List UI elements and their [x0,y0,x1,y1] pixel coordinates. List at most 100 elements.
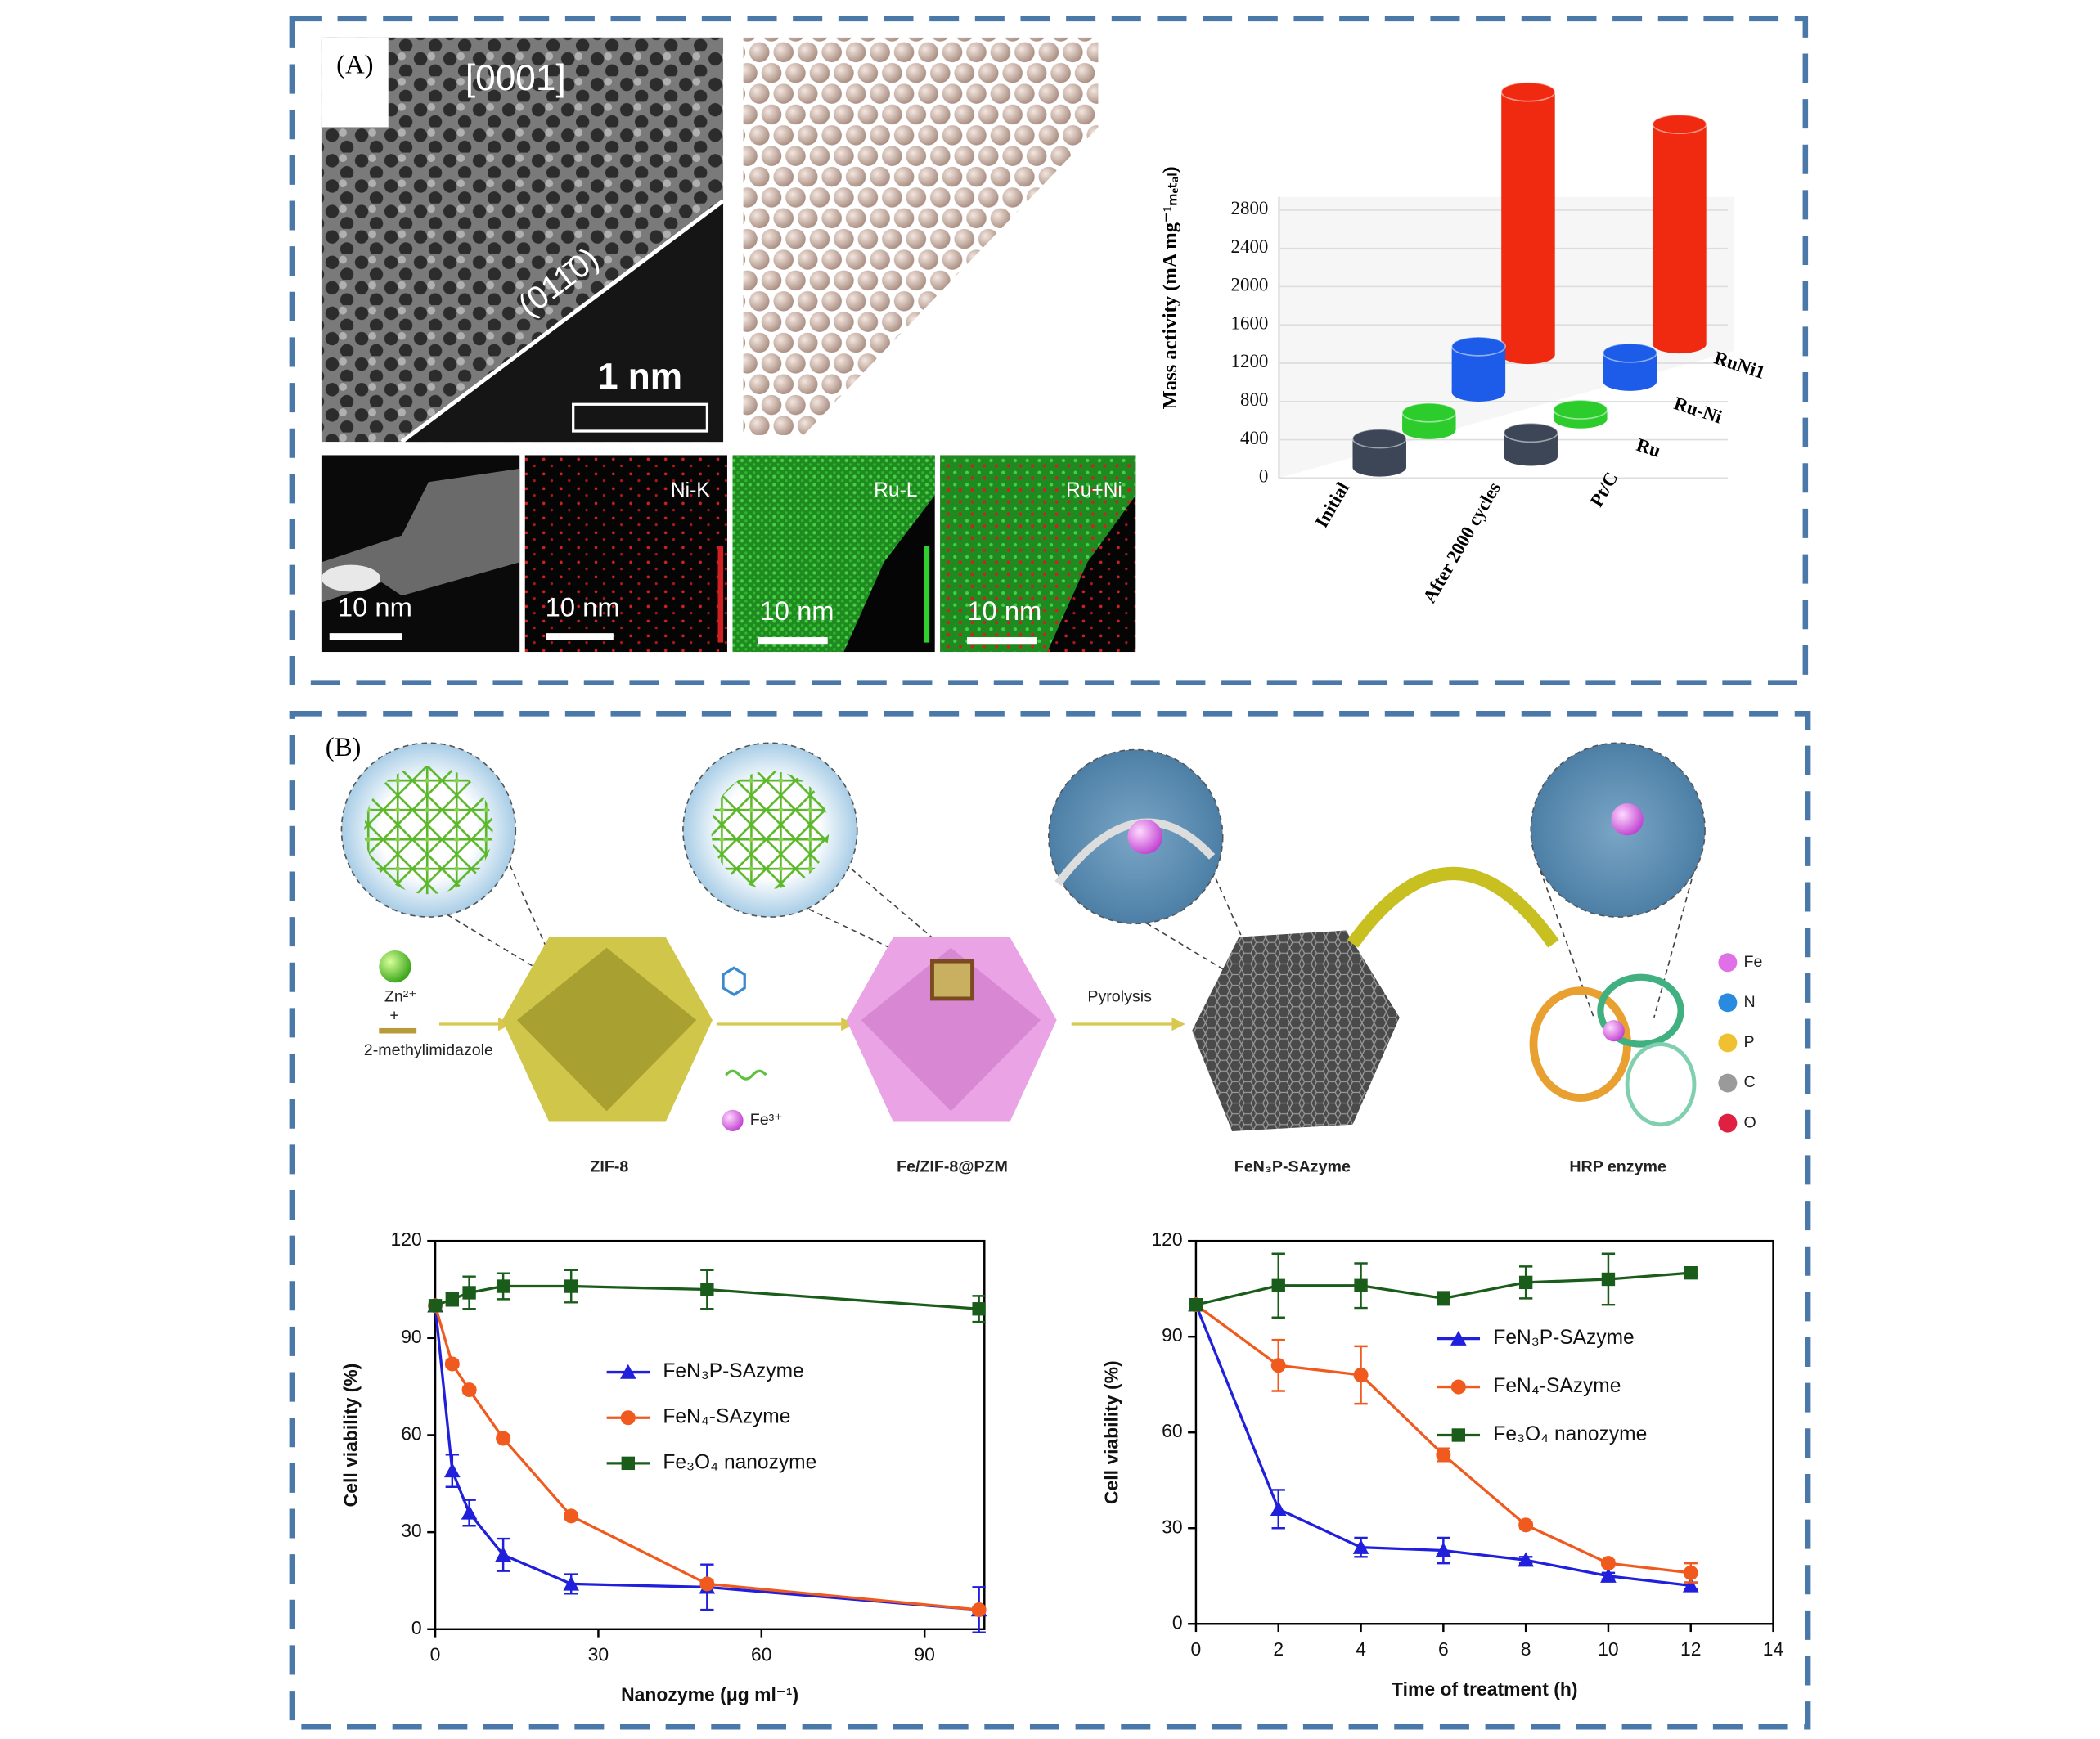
y-tick-label: 2000 [1231,275,1269,295]
marker [444,1356,460,1372]
marker [444,1463,461,1478]
bar-cap [1450,336,1506,357]
marker [461,1382,477,1398]
x-tick-label: 4 [1356,1638,1366,1660]
bar-body [1653,124,1707,344]
element-swatch [1718,1073,1738,1093]
precursor: 2-methylimidazole [364,1041,493,1059]
marker [1271,1278,1285,1292]
marker [1270,1501,1287,1517]
zoom-line [1539,870,1695,1018]
x-tick-label: 30 [588,1644,609,1665]
ru-map [732,455,935,653]
ligand [379,1027,417,1034]
bar [1500,81,1556,365]
y-axis-label: Mass activity (mA mg⁻¹ₘₑₜₐₗ) [1159,166,1181,409]
fe-ion [722,1109,744,1131]
x-tick-label: 14 [1763,1638,1784,1660]
loop [1625,1042,1697,1127]
x-axis-label: Nanozyme (μg ml⁻¹) [621,1684,798,1705]
y-tick-label: 60 [401,1423,421,1445]
bar-cap [1401,402,1457,423]
sazyme-particle [1192,930,1400,1131]
scale-label: 1 nm [598,357,682,397]
marker [1601,1272,1616,1287]
marker [428,1299,443,1313]
x-tick-label: 2 [1273,1638,1284,1660]
marker [564,1508,579,1524]
color-bar [924,546,930,643]
step-label: Pyrolysis [1087,987,1152,1005]
map-label: Ni-K [671,479,710,501]
marker [564,1279,578,1293]
marker [972,1302,986,1316]
legend-label: FeN₃P-SAzyme [1493,1327,1634,1349]
molecule [722,966,746,996]
bar-cap [1500,81,1556,102]
arrow-head [1171,1017,1185,1031]
legend-marker [621,1456,635,1471]
edge-line [400,199,725,444]
scale-label: 10 nm [967,595,1041,626]
marker [1684,1265,1698,1280]
marker [1353,1367,1369,1382]
y-tick-label: 0 [411,1617,422,1638]
y-tick-label: 30 [1162,1516,1182,1537]
stem-image: (A) [0001] (011̄0) 1 nm [321,37,725,444]
fe-atom [1611,802,1644,836]
marker [1600,1556,1616,1571]
bar [1351,428,1407,477]
y-tick-label: 400 [1240,428,1268,448]
map-label: Ru+Ni [1066,479,1122,501]
element-swatch [1718,1113,1738,1133]
zoom-box [929,959,975,1001]
scale-label: 10 nm [546,591,620,622]
x-tick-label: 6 [1438,1638,1449,1660]
zone-axis: [0001] [465,58,566,98]
legend-marker [620,1410,636,1426]
marker [1682,1577,1699,1593]
stage-label: FeN₃P-SAzyme [1234,1157,1351,1175]
legend-marker [1450,1330,1467,1346]
marker [1435,1542,1452,1557]
plot-frame [1194,1239,1774,1625]
scale-label: 10 nm [338,591,412,622]
stage-label: Fe/ZIF-8@PZM [897,1157,1008,1175]
x-tick-label: 0 [1191,1638,1202,1660]
y-tick-label: 90 [401,1326,421,1347]
y-tick-label: 1200 [1231,351,1269,371]
legend-label: FeN₃P-SAzyme [663,1360,803,1382]
ni-map [524,455,727,653]
fe-atom [1127,819,1163,855]
stage-label: ZIF-8 [590,1157,628,1175]
bar-cap [1503,422,1558,443]
overlay-map [940,455,1136,653]
ion-label: Fe³⁺ [750,1111,783,1129]
element-swatch [1718,993,1738,1013]
element-label: O [1744,1113,1756,1131]
crystal-face [516,947,697,1112]
marker [496,1431,511,1446]
element-swatch [1718,1033,1738,1053]
bar [1503,422,1558,466]
legend-label: Fe₃O₄ nanozyme [663,1451,816,1473]
label-box [321,37,389,128]
precursor: Zn²⁺ [384,987,417,1005]
element-label: C [1744,1073,1756,1091]
y-tick-label: 0 [1172,1611,1183,1633]
x-tick-label: 8 [1521,1638,1531,1660]
precursor: + [389,1006,398,1024]
y-tick-label: 1600 [1231,312,1269,333]
legend-label: RuNi1 [1711,348,1767,383]
scale-bar [758,637,828,645]
y-tick-label: 120 [390,1229,421,1250]
helix [1529,986,1632,1102]
legend-label: Pt/C [1586,469,1622,510]
legend-label: Fe₃O₄ nanozyme [1493,1423,1647,1445]
scale-bar [966,637,1037,645]
legend-marker [1451,1428,1466,1442]
marker [971,1602,987,1618]
framework [711,771,830,889]
marker [1437,1292,1450,1305]
